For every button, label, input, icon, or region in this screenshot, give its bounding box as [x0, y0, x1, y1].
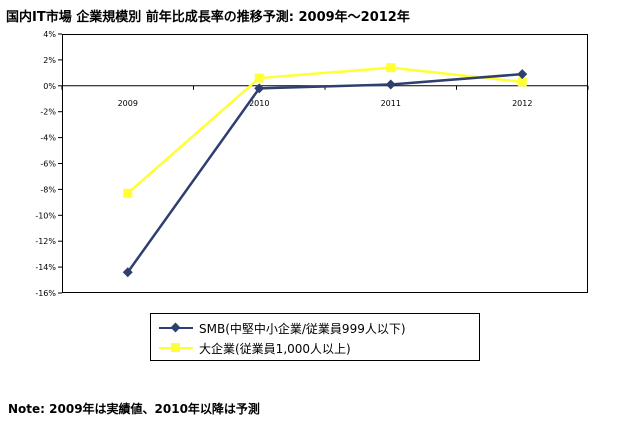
legend-label-smb: SMB(中堅中小企業/従業員999人以下)	[199, 321, 406, 336]
data-point-large	[254, 73, 264, 83]
series-line-smb	[126, 72, 523, 274]
y-tick-label: -12%	[35, 237, 56, 246]
data-point-large	[123, 188, 133, 198]
y-tick-label: -6%	[40, 160, 56, 169]
y-tick-label: -16%	[35, 289, 56, 298]
series-line-large	[126, 66, 523, 195]
data-point-large	[386, 63, 396, 73]
legend-swatch-large	[159, 341, 193, 355]
plot-area	[62, 34, 588, 293]
chart-title: 国内IT市場 企業規模別 前年比成長率の推移予測: 2009年～2012年	[6, 10, 410, 25]
legend-label-large: 大企業(従業員1,000人以上)	[199, 341, 351, 356]
data-point-smb	[254, 83, 265, 94]
y-tick-label: -10%	[35, 211, 56, 220]
x-tick-label: 2009	[118, 99, 138, 108]
y-tick-label: -2%	[40, 108, 56, 117]
x-tick-label: 2011	[381, 99, 401, 108]
y-tick-label: -14%	[35, 263, 56, 272]
footnote: Note: 2009年は実績値、2010年以降は予測	[8, 402, 260, 416]
legend-swatch-smb	[159, 321, 193, 335]
data-point-large	[517, 77, 527, 87]
data-point-smb	[122, 267, 133, 278]
y-tick-label: 0%	[43, 82, 56, 91]
data-point-smb	[385, 79, 396, 90]
legend-item-large: 大企業(従業員1,000人以上)	[159, 339, 351, 357]
y-tick-label: 2%	[43, 56, 56, 65]
data-point-smb	[517, 69, 528, 80]
y-tick-label: 4%	[43, 30, 56, 39]
x-tick-label: 2012	[512, 99, 532, 108]
legend: SMB(中堅中小企業/従業員999人以下) 大企業(従業員1,000人以上)	[150, 313, 480, 361]
y-tick-label: -8%	[40, 185, 56, 194]
y-tick-label: -4%	[40, 134, 56, 143]
legend-item-smb: SMB(中堅中小企業/従業員999人以下)	[159, 319, 406, 337]
x-tick-label: 2010	[249, 99, 269, 108]
